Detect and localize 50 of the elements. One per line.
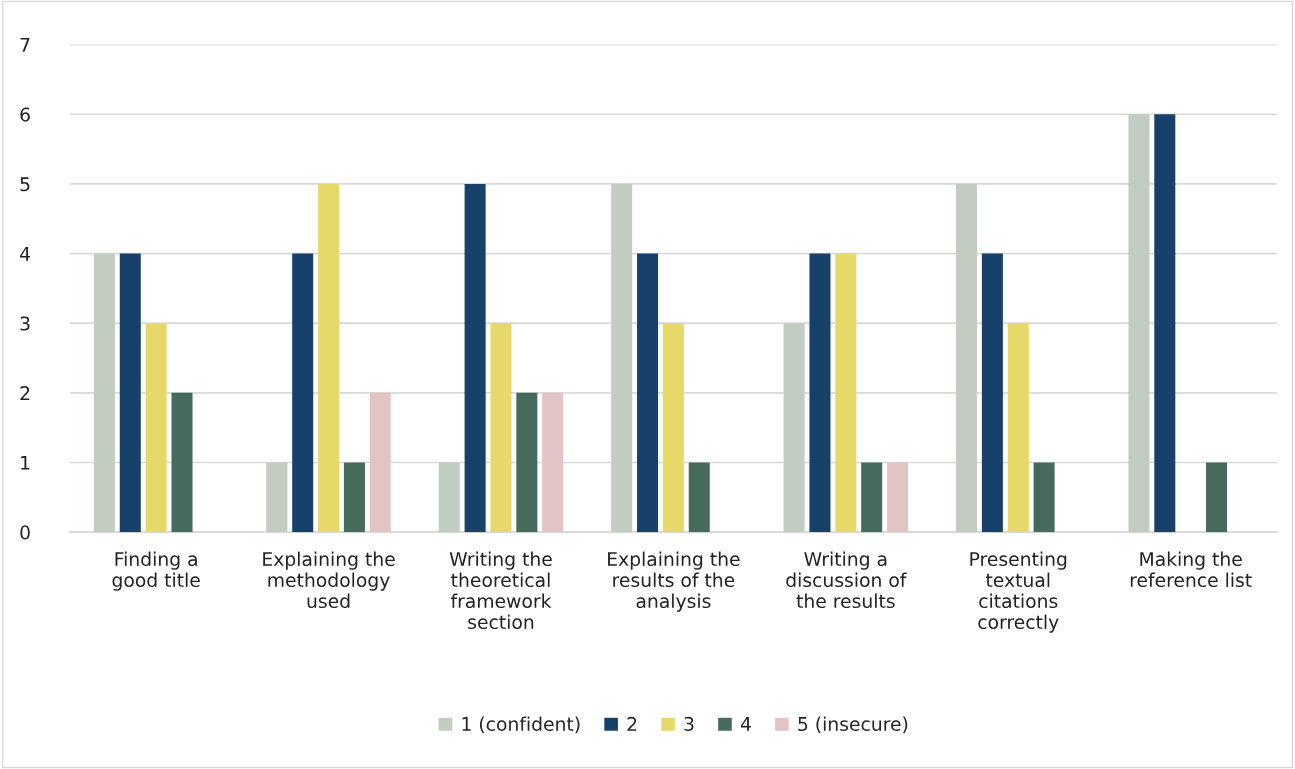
legend-label: 5 (insecure) [798,716,908,734]
y-tick-label: 0 [20,525,30,540]
x-tick-label: Writing the theoretical framework section [449,551,552,630]
bar [662,323,684,533]
bar [861,462,883,533]
x-tick-label: Explaining the results of the analysis [608,551,740,612]
bar [516,392,538,533]
bar [119,253,141,533]
y-tick-label: 7 [20,38,30,52]
bar [464,183,486,533]
y-tick-label: 5 [20,177,30,192]
bar [318,183,340,533]
bar [1007,323,1029,533]
bar [688,462,710,533]
legend-label: 1 (confident) [462,716,580,734]
bar [438,462,460,533]
bar [956,183,978,533]
y-tick-label: 3 [20,316,30,331]
bar [369,392,391,533]
bar [611,183,633,533]
bar [542,392,564,533]
y-tick-label: 4 [20,247,30,261]
bar [809,253,831,533]
x-tick-label: Finding a good title [112,551,200,591]
bar [343,462,365,533]
bar [292,253,314,533]
bar [1206,462,1228,533]
bar [145,323,167,533]
bar [266,462,288,533]
bar [637,253,659,533]
legend-label: 4 [740,717,751,731]
bar [1033,462,1055,533]
bar [171,392,193,533]
y-tick-label: 2 [20,386,30,400]
y-tick-label: 6 [20,107,30,122]
x-tick-label: Explaining the methodology used [263,551,395,609]
bar [93,253,115,533]
x-tick-label: Making the reference list [1130,551,1252,588]
bar [981,253,1003,533]
bar [887,462,909,533]
bar [835,253,857,533]
bar [490,323,512,533]
bar [783,323,805,533]
legend-label: 2 [627,716,637,731]
legend-label: 3 [684,716,694,732]
bar [1154,114,1176,533]
bar [1128,114,1150,533]
x-tick-label: Presenting textual citations correctly [970,551,1067,633]
y-tick-label: 1 [21,455,30,470]
x-tick-label: Writing a discussion of the results [786,551,907,609]
